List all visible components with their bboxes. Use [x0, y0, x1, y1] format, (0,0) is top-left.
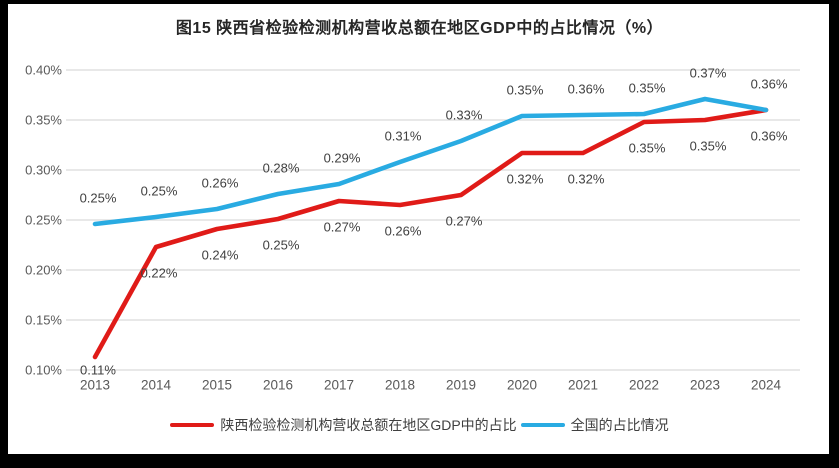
x-tick-label: 2018	[385, 378, 415, 393]
data-label: 0.25%	[80, 191, 117, 206]
data-label: 0.32%	[507, 172, 544, 187]
legend-swatch-red-line	[170, 423, 215, 427]
data-label: 0.36%	[751, 77, 788, 92]
x-tick-label: 2022	[629, 378, 659, 393]
data-label: 0.27%	[446, 214, 483, 229]
data-label: 0.35%	[690, 139, 727, 154]
series-line-national	[92, 96, 769, 227]
data-label: 0.27%	[324, 220, 361, 235]
chart-title: 图15 陕西省检验检测机构营收总额在地区GDP中的占比情况（%）	[175, 20, 664, 37]
x-tick-label: 2015	[202, 378, 232, 393]
legend: 陕西检验检测机构营收总额在地区GDP中的占比 全国的占比情况	[0, 412, 839, 438]
data-label: 0.35%	[507, 83, 544, 98]
x-tick-label: 2020	[507, 378, 537, 393]
y-tick-label: 0.40%	[25, 63, 62, 78]
x-tick-label: 2014	[141, 378, 172, 393]
data-label: 0.25%	[263, 238, 300, 253]
data-label: 0.37%	[690, 66, 727, 81]
legend-label-national: 全国的占比情况	[570, 417, 669, 433]
data-label: 0.35%	[629, 141, 666, 156]
y-tick-label: 0.15%	[25, 313, 62, 328]
x-tick-label: 2016	[263, 378, 293, 393]
x-tick-label: 2021	[568, 378, 598, 393]
data-label: 0.22%	[141, 266, 178, 281]
legend-item-national: 全国的占比情况	[520, 415, 669, 435]
x-tick-label: 2013	[80, 378, 110, 393]
data-label: 0.25%	[141, 184, 178, 199]
data-label: 0.36%	[751, 129, 788, 144]
x-tick-label: 2017	[324, 378, 354, 393]
y-tick-label: 0.25%	[25, 213, 62, 228]
legend-label-shaanxi: 陕西检验检测机构营收总额在地区GDP中的占比	[220, 417, 517, 433]
data-label: 0.36%	[568, 82, 605, 97]
y-tick-label: 0.35%	[25, 113, 62, 128]
data-label: 0.33%	[446, 108, 483, 123]
y-tick-label: 0.10%	[25, 363, 62, 378]
legend-swatch-blue-line	[520, 423, 565, 427]
data-label: 0.29%	[324, 151, 361, 166]
data-label: 0.31%	[385, 129, 422, 144]
x-tick-label: 2023	[690, 378, 720, 393]
series-line-shaanxi	[92, 107, 769, 360]
y-tick-label: 0.30%	[25, 163, 62, 178]
x-tick-label: 2024	[751, 378, 782, 393]
data-label: 0.26%	[202, 176, 239, 191]
y-tick-label: 0.20%	[25, 263, 62, 278]
data-label: 0.32%	[568, 172, 605, 187]
data-label: 0.26%	[385, 224, 422, 239]
data-label: 0.28%	[263, 161, 300, 176]
data-label: 0.35%	[629, 81, 666, 96]
legend-item-shaanxi: 陕西检验检测机构营收总额在地区GDP中的占比	[170, 415, 517, 435]
x-tick-label: 2019	[446, 378, 476, 393]
data-label: 0.24%	[202, 248, 239, 263]
data-label: 0.11%	[80, 363, 116, 378]
chart-background-panel	[8, 4, 829, 454]
